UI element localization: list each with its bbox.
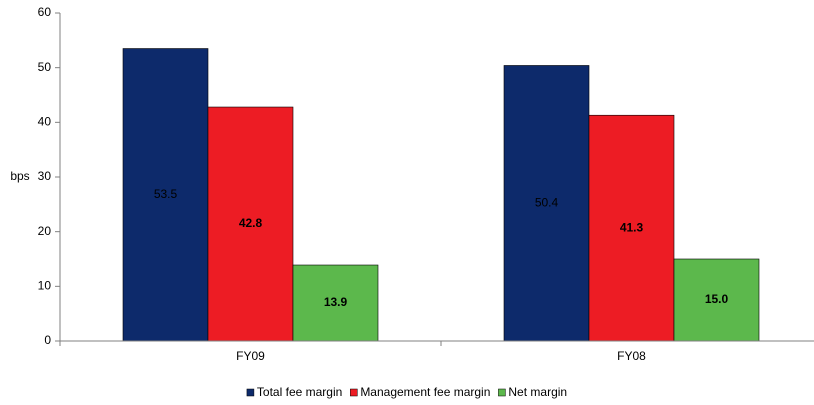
y-tick-label: 30: [38, 169, 52, 183]
y-axis-label: bps: [10, 169, 29, 183]
legend: Total fee margin Management fee margin Net…: [246, 385, 567, 399]
legend-label: Total fee margin: [257, 385, 342, 399]
bar: [292, 264, 379, 342]
legend-swatch: [350, 388, 358, 397]
value-label: 42.8: [239, 216, 263, 230]
bar: [207, 106, 294, 342]
x-tick-label: FY09: [236, 349, 265, 363]
value-label: 15.0: [705, 292, 729, 306]
value-label: 53.5: [154, 187, 178, 201]
legend-swatch: [498, 388, 506, 397]
value-label: 41.3: [620, 220, 644, 234]
y-tick-label: 0: [44, 333, 51, 347]
bar: [588, 114, 675, 342]
y-tick-label: 10: [38, 279, 52, 293]
legend-swatch: [246, 388, 255, 397]
bar: [673, 258, 760, 342]
legend-label: Management fee margin: [360, 385, 490, 399]
y-tick-label: 20: [38, 224, 52, 238]
value-label: 13.9: [324, 295, 348, 309]
y-tick-label: 60: [38, 5, 52, 19]
value-label: 50.4: [535, 195, 559, 209]
legend-label: Net margin: [508, 385, 567, 399]
y-tick-label: 40: [38, 115, 52, 129]
bar: [503, 65, 590, 342]
x-tick-label: FY08: [617, 349, 646, 363]
y-tick-label: 50: [38, 60, 52, 74]
